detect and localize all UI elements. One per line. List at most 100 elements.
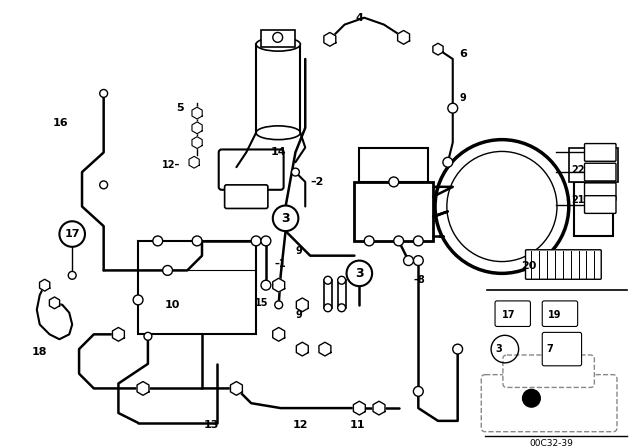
Circle shape — [192, 236, 202, 246]
Polygon shape — [192, 137, 202, 148]
Circle shape — [413, 236, 423, 246]
Text: 12: 12 — [292, 420, 308, 430]
FancyBboxPatch shape — [584, 143, 616, 161]
Bar — [261, 30, 296, 47]
FancyBboxPatch shape — [525, 250, 601, 279]
Circle shape — [338, 304, 346, 312]
Text: 9: 9 — [296, 310, 302, 320]
FancyBboxPatch shape — [481, 375, 617, 432]
Circle shape — [404, 256, 413, 266]
FancyBboxPatch shape — [324, 280, 332, 308]
Circle shape — [389, 177, 399, 187]
Circle shape — [443, 157, 452, 167]
Text: 15: 15 — [255, 298, 269, 308]
Circle shape — [324, 304, 332, 312]
Circle shape — [163, 266, 173, 276]
Circle shape — [275, 301, 283, 309]
Polygon shape — [296, 298, 308, 312]
Polygon shape — [40, 279, 50, 291]
Text: –1: –1 — [275, 258, 286, 268]
Text: 5: 5 — [177, 103, 184, 113]
Text: 10: 10 — [165, 300, 180, 310]
Circle shape — [251, 236, 261, 246]
Text: 16: 16 — [52, 118, 68, 128]
FancyBboxPatch shape — [542, 332, 582, 366]
Polygon shape — [273, 327, 285, 341]
Polygon shape — [433, 43, 443, 55]
Text: 9: 9 — [296, 246, 302, 256]
Text: 3: 3 — [495, 344, 502, 354]
Polygon shape — [113, 327, 124, 341]
FancyBboxPatch shape — [225, 185, 268, 208]
Circle shape — [153, 236, 163, 246]
Text: 12–: 12– — [162, 160, 180, 170]
Text: 4: 4 — [355, 13, 364, 23]
Text: 3: 3 — [281, 212, 290, 225]
FancyBboxPatch shape — [359, 147, 428, 182]
Polygon shape — [230, 382, 243, 395]
Text: 00C32-39: 00C32-39 — [529, 439, 573, 448]
FancyBboxPatch shape — [573, 182, 613, 236]
Circle shape — [273, 32, 283, 42]
FancyBboxPatch shape — [569, 147, 618, 182]
Circle shape — [413, 256, 423, 266]
Polygon shape — [373, 401, 385, 415]
Text: 14: 14 — [271, 147, 287, 157]
Text: 11: 11 — [349, 420, 365, 430]
Text: –8: –8 — [413, 275, 425, 285]
Circle shape — [523, 389, 540, 407]
Circle shape — [324, 276, 332, 284]
Polygon shape — [137, 382, 149, 395]
Polygon shape — [397, 30, 410, 44]
Circle shape — [144, 332, 152, 340]
Polygon shape — [273, 278, 285, 292]
Polygon shape — [192, 122, 202, 134]
Text: 9: 9 — [460, 93, 467, 103]
FancyBboxPatch shape — [584, 196, 616, 213]
FancyBboxPatch shape — [495, 301, 531, 327]
Ellipse shape — [256, 126, 300, 140]
Text: 7: 7 — [546, 344, 553, 354]
Polygon shape — [189, 156, 199, 168]
FancyBboxPatch shape — [542, 301, 578, 327]
Polygon shape — [319, 342, 331, 356]
Circle shape — [338, 276, 346, 284]
Circle shape — [60, 221, 85, 247]
Polygon shape — [353, 401, 365, 415]
Polygon shape — [296, 342, 308, 356]
FancyBboxPatch shape — [338, 280, 346, 308]
Circle shape — [261, 280, 271, 290]
Circle shape — [452, 344, 463, 354]
Circle shape — [100, 181, 108, 189]
Text: 6: 6 — [460, 49, 467, 59]
Polygon shape — [324, 32, 336, 46]
Text: 19: 19 — [548, 310, 562, 320]
Circle shape — [261, 236, 271, 246]
Text: 21: 21 — [571, 194, 584, 205]
Text: 17: 17 — [502, 310, 515, 320]
FancyBboxPatch shape — [219, 150, 284, 190]
Text: –2: –2 — [310, 177, 324, 187]
Circle shape — [133, 295, 143, 305]
Circle shape — [100, 90, 108, 97]
Polygon shape — [49, 297, 60, 309]
FancyBboxPatch shape — [584, 163, 616, 181]
Text: 20: 20 — [522, 260, 537, 271]
Circle shape — [448, 103, 458, 113]
Ellipse shape — [256, 37, 300, 51]
Circle shape — [273, 206, 298, 231]
FancyBboxPatch shape — [355, 182, 433, 241]
Circle shape — [291, 168, 300, 176]
Bar — [256, 44, 300, 133]
Text: 17: 17 — [65, 229, 80, 239]
Circle shape — [68, 271, 76, 279]
Polygon shape — [192, 107, 202, 119]
Bar — [138, 241, 256, 334]
Circle shape — [346, 261, 372, 286]
Circle shape — [394, 236, 404, 246]
Circle shape — [413, 387, 423, 396]
Text: 22: 22 — [571, 165, 584, 175]
Text: 13: 13 — [204, 420, 220, 430]
Text: 3: 3 — [355, 267, 364, 280]
Text: 18: 18 — [32, 347, 47, 357]
